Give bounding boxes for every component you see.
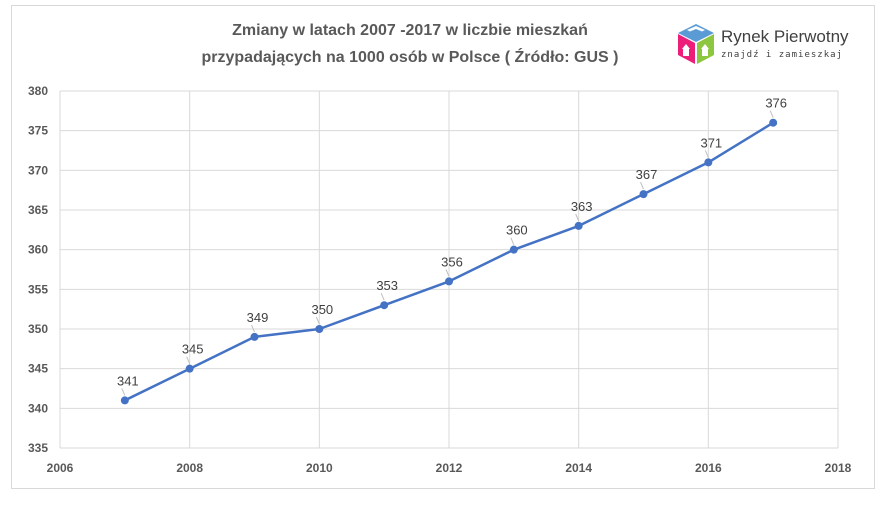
data-label-leader: [251, 324, 255, 333]
x-tick-label: 2010: [306, 461, 333, 475]
data-label-leader: [769, 110, 774, 118]
data-point: [509, 245, 518, 254]
gridlines: [59, 90, 839, 449]
data-point: [574, 221, 583, 230]
y-tick-label: 380: [28, 84, 48, 98]
x-tick-label: 2012: [436, 461, 463, 475]
data-label: 376: [765, 96, 787, 111]
data-label: 350: [311, 302, 333, 317]
data-label-leader: [640, 181, 644, 190]
y-tick-label: 335: [28, 441, 48, 455]
data-label: 356: [441, 254, 463, 269]
data-point: [315, 325, 324, 333]
data-label-leader: [510, 237, 515, 245]
data-point: [445, 277, 453, 286]
y-tick-label: 360: [28, 243, 48, 257]
data-label-leader: [380, 293, 385, 301]
x-tick-label: 2018: [825, 461, 852, 475]
chart-title-line-2: przypadających na 1000 osób w Polsce ( Ź…: [201, 49, 619, 66]
data-label-leader: [704, 150, 709, 158]
data-label-leader: [315, 316, 320, 325]
y-tick-label: 350: [28, 322, 48, 336]
data-label: 353: [376, 278, 398, 293]
y-tick-label: 340: [28, 401, 48, 415]
y-tick-label: 365: [28, 203, 48, 217]
x-tick-label: 2008: [176, 461, 203, 475]
data-point: [185, 364, 194, 373]
house-cube-icon: [678, 24, 714, 64]
data-label: 349: [247, 310, 269, 325]
data-point: [769, 118, 778, 127]
data-label: 345: [182, 342, 204, 357]
data-point: [704, 158, 713, 167]
rynek-pierwotny-logo: Rynek Pierwotny znajdź i zamieszkaj: [674, 22, 874, 72]
data-point: [120, 396, 129, 405]
data-label: 363: [571, 199, 593, 214]
y-tick-label: 375: [28, 124, 48, 138]
data-label-leader: [575, 213, 580, 222]
x-tick-label: 2016: [695, 461, 722, 475]
data-label: 360: [506, 223, 528, 238]
data-label: 367: [636, 167, 658, 182]
chart-title: Zmiany w latach 2007 -2017 w liczbie mie…: [150, 17, 670, 71]
y-tick-label: 355: [28, 282, 48, 296]
series-group: [120, 118, 778, 405]
data-labels: 341 345 349 350 353 356 360 363 367 371 376: [117, 96, 787, 396]
data-point: [380, 301, 389, 310]
y-tick-label: 370: [28, 163, 48, 177]
chart-title-line-1: Zmiany w latach 2007 -2017 w liczbie mie…: [232, 22, 588, 39]
data-label-leader: [186, 356, 191, 364]
x-tick-label: 2006: [47, 461, 74, 475]
x-tick-label: 2014: [565, 461, 592, 475]
data-point: [250, 332, 259, 341]
data-label: 341: [117, 373, 139, 388]
data-label-leader: [121, 388, 126, 396]
tick-labels: 335 340 345 350 355 360 365 370 375 380 2006 2008 20…: [28, 84, 852, 475]
data-label-leader: [445, 269, 450, 277]
logo-name: Rynek Pierwotny: [721, 27, 849, 46]
logo-tagline: znajdź i zamieszkaj: [721, 50, 843, 60]
data-label: 371: [700, 135, 722, 150]
data-point: [639, 190, 648, 199]
y-tick-label: 345: [28, 362, 48, 376]
